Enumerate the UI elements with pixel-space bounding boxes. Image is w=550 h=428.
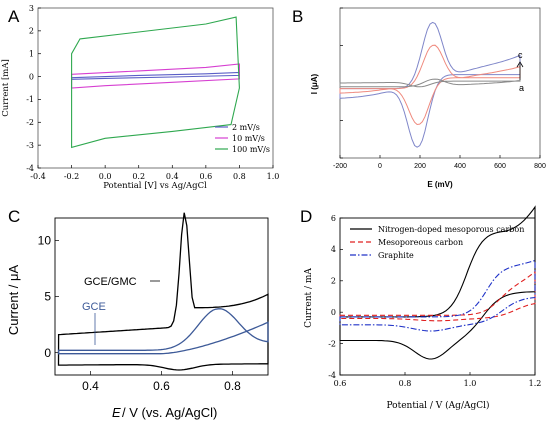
panel-c-plot-frame: [54, 217, 269, 376]
panel-c-chart: 0.4 0.6 0.8 0 5 10 Current / μA E / V (vs. Ag…: [6, 212, 269, 420]
panel-d-xlabel: Potential / V (Ag/AgCl): [386, 400, 489, 411]
y-tick-label: 5: [44, 290, 51, 304]
x-tick-label: -200: [333, 163, 347, 170]
legend-label-graphite: Graphite: [378, 251, 414, 260]
panel-b-annotation-c: c: [518, 50, 523, 60]
legend-label-mesoporous: Mesoporeous carbon: [378, 238, 463, 247]
panel-c-annotation-gce: GCE: [82, 301, 106, 313]
panel-letter-b: B: [292, 7, 303, 26]
panel-a-plot-frame: [37, 7, 274, 169]
cv-curve-gce-gmc: [57, 212, 269, 371]
x-tick-label: 0.4: [166, 172, 179, 181]
x-tick-label: 400: [454, 163, 466, 170]
cv-curve-graphite: [339, 259, 536, 332]
x-tick-label: -0.4: [30, 172, 45, 181]
panel-letter-a: A: [8, 7, 20, 26]
legend-label-2mvs: 2 mV/s: [232, 123, 260, 132]
cv-curve-100-mv-s: [71, 16, 240, 149]
panel-a-ylabel: Current [mA]: [1, 59, 11, 117]
x-tick-label: 0.6: [334, 379, 347, 388]
panel-b-xlabel: E (mV): [427, 180, 453, 189]
panel-a-xlabel: Potential [V] vs Ag/AgCl: [103, 181, 207, 191]
panel-c-ylabel: Current / μA: [6, 265, 21, 336]
x-tick-label: 200: [414, 163, 426, 170]
panel-c-annotation-gce-gmc: GCE/GMC: [84, 276, 137, 288]
panel-b-annotation-a: a: [519, 83, 524, 93]
x-tick-label: 0.4: [82, 379, 99, 393]
x-tick-label: 0.6: [153, 379, 170, 393]
panel-b-ylabel: I (μA): [310, 73, 319, 94]
x-tick-label: 0.8: [399, 379, 412, 388]
x-tick-label: -0.2: [64, 172, 79, 181]
y-tick-label: -3: [26, 141, 34, 150]
y-tick-label: 10: [38, 234, 52, 248]
x-tick-label: 1.0: [267, 172, 280, 181]
y-tick-label: 0: [44, 346, 51, 360]
x-tick-label: 800: [534, 163, 546, 170]
legend-label-nitrogen-doped: Nitrogen-doped mesoporous carbon: [378, 225, 524, 234]
y-tick-label: -4: [26, 164, 34, 173]
panel-letter-d: D: [300, 207, 312, 226]
x-tick-label: 600: [494, 163, 506, 170]
panel-a-legend: 2 mV/s 10 mV/s 100 mV/s: [215, 123, 270, 154]
y-tick-label: 2: [331, 277, 336, 286]
y-tick-label: -2: [26, 118, 34, 127]
y-tick-label: 0: [29, 72, 34, 81]
x-tick-label: 0.2: [132, 172, 145, 181]
x-tick-label: 0.8: [224, 379, 241, 393]
panel-b-arrow-head: [516, 61, 524, 68]
cv-curve-gce: [57, 308, 269, 355]
y-tick-label: 4: [331, 245, 336, 254]
x-tick-label: 0.8: [233, 172, 246, 181]
y-tick-label: 2: [29, 27, 34, 36]
panel-d-ylabel: Current / mA: [304, 268, 314, 328]
panel-c-xlabel: / V (vs. Ag/AgCl): [122, 405, 217, 420]
y-tick-label: 0: [331, 308, 336, 317]
y-tick-label: 1: [29, 50, 34, 59]
y-tick-label: 3: [29, 4, 34, 13]
y-tick-label: -2: [328, 339, 336, 348]
panel-d-chart: 0.6 0.8 1.0 1.2 -4 -2 0 2 4 6 Current / mA Potent…: [304, 205, 542, 411]
x-tick-label: 0.6: [199, 172, 212, 181]
cv-curve-mesoporeous: [339, 270, 536, 322]
panel-d-legend: Nitrogen-doped mesoporous carbon Mesopor…: [350, 225, 524, 260]
cv-curve-a: [339, 78, 521, 88]
y-tick-label: -1: [26, 95, 34, 104]
legend-label-10mvs: 10 mV/s: [232, 134, 265, 143]
y-tick-label: -4: [328, 371, 336, 380]
x-tick-label: 0: [378, 163, 382, 170]
panel-b-chart: -200 0 200 400 600 800 I (μA) E (mV) c a: [310, 7, 546, 189]
x-tick-label: 1.0: [464, 379, 477, 388]
y-tick-label: 6: [331, 214, 336, 223]
panel-letter-c: C: [8, 207, 20, 226]
panel-c-xlabel-italic: E: [112, 405, 121, 420]
x-tick-label: 0.0: [99, 172, 112, 181]
panel-a-chart: -0.4 -0.2 0.0 0.2 0.4 0.6 0.8 1.0 -4 -3 -2 -1 0 1 2 3 C…: [1, 4, 279, 191]
legend-label-100mvs: 100 mV/s: [232, 145, 270, 154]
x-tick-label: 1.2: [529, 379, 542, 388]
